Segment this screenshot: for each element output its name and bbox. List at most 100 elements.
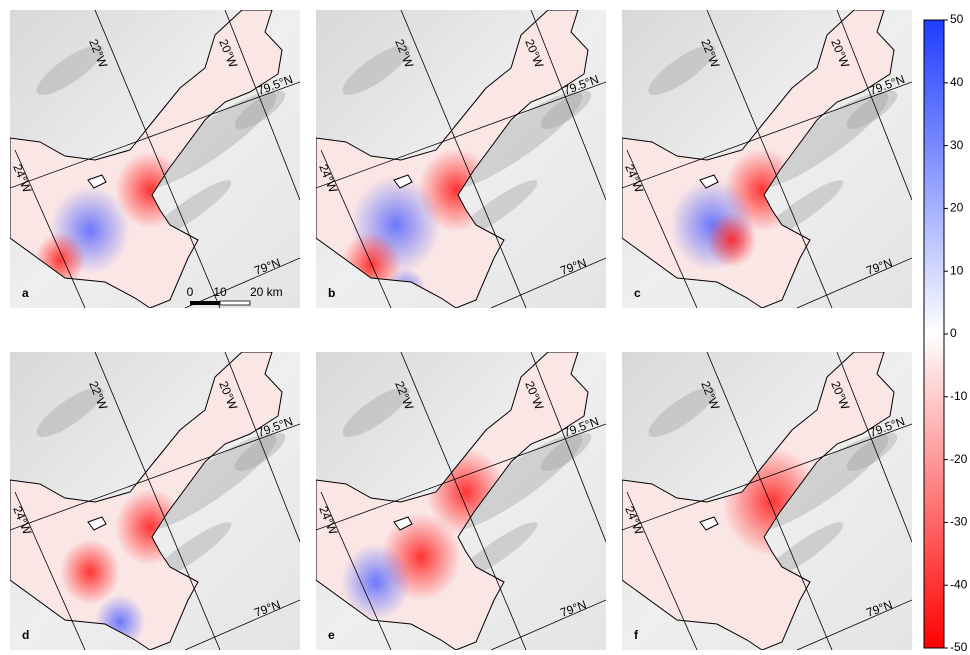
- graticule-line: [622, 423, 912, 531]
- graticule-line: [10, 423, 300, 531]
- colorbar-tick-label: 0: [950, 326, 957, 340]
- terrain-shade: [846, 432, 898, 472]
- terrain-shade: [449, 91, 583, 189]
- terrain-shade: [540, 90, 592, 130]
- anomalies: [60, 488, 185, 650]
- graticule-line: [14, 491, 86, 650]
- graticule-line: [94, 10, 221, 308]
- glacier-outline: [316, 352, 589, 650]
- map-panel: 22°W 20°W24°W79.5°N79°Nc: [622, 10, 912, 308]
- map-panel: 22°W 20°W24°W79.5°N79°Nd: [10, 352, 300, 650]
- graticule-line: [94, 352, 221, 650]
- colorbar-tick-label: -30: [950, 515, 968, 529]
- terrain-shade: [755, 433, 889, 531]
- map-content: 22°W 20°W24°W79.5°N79°N: [316, 10, 606, 308]
- graticule-line: [184, 599, 300, 650]
- panel-label: d: [22, 628, 29, 642]
- terrain-shade: [540, 432, 592, 472]
- graticule-line: [320, 491, 392, 650]
- terrain-shade: [36, 45, 104, 95]
- graticule-line: [184, 257, 300, 308]
- terrain-shade: [143, 91, 277, 189]
- scale-label: 0: [187, 285, 194, 299]
- graticule-line: [530, 352, 606, 543]
- graticule-line: [836, 10, 912, 201]
- colorbar-tick-label: -20: [950, 452, 968, 466]
- terrain-shade: [342, 387, 410, 437]
- graticule-line: [10, 81, 300, 189]
- map-panel: 22°W 20°W24°W79.5°N79°Nf: [622, 352, 912, 650]
- panel-label: a: [22, 286, 29, 300]
- map-panel: 22°W 20°W24°W79.5°N79°Nb: [316, 10, 606, 308]
- terrain-shade: [143, 433, 277, 531]
- terrain-shade: [846, 90, 898, 130]
- anomaly: [60, 539, 120, 605]
- island: [699, 174, 719, 189]
- graticule-line: [530, 10, 606, 201]
- terrain-shade: [755, 91, 889, 189]
- glacier-outline: [316, 10, 589, 308]
- graticule-line: [490, 257, 606, 308]
- terrain-shade: [648, 387, 716, 437]
- colorbar-tick-label: 30: [950, 138, 964, 152]
- anomaly: [341, 543, 411, 621]
- terrain-shade: [234, 90, 286, 130]
- glacier-outline: [10, 352, 283, 650]
- colorbar-tick-label: 40: [950, 75, 964, 89]
- glacier-outline: [622, 10, 895, 308]
- scale-label: 10: [213, 285, 227, 299]
- panel-label: f: [634, 628, 639, 642]
- scale-bar-white: [219, 300, 251, 306]
- graticule-line: [316, 423, 606, 531]
- anomalies: [341, 448, 506, 621]
- map-content: 22°W 20°W24°W79.5°N79°N: [316, 352, 606, 650]
- map-content: 22°W 20°W24°W79.5°N79°N: [622, 352, 912, 650]
- terrain-shade: [234, 432, 286, 472]
- glacier-outline: [622, 352, 895, 650]
- graticule-line: [490, 599, 606, 650]
- panel-label: b: [328, 286, 335, 300]
- map-panel: 22°W 20°W24°W79.5°N79°Na 0 10 20 km: [10, 10, 300, 308]
- map-panel: 22°W 20°W24°W79.5°N79°Ne: [316, 352, 606, 650]
- terrain-shade: [648, 45, 716, 95]
- map-content: 22°W 20°W24°W79.5°N79°N: [10, 10, 300, 308]
- colorbar-tick-label: -40: [950, 577, 968, 591]
- colorbar-tick-label: -10: [950, 389, 968, 403]
- scale-label: 20 km: [250, 285, 283, 299]
- island: [87, 516, 107, 531]
- island: [393, 516, 413, 531]
- island: [393, 174, 413, 189]
- scale-bar-black: [190, 301, 220, 305]
- graticule-line: [626, 491, 698, 650]
- panel-label: e: [328, 628, 335, 642]
- graticule-line: [836, 352, 912, 543]
- panel-label: c: [634, 286, 641, 300]
- graticule-line: [224, 10, 300, 201]
- colorbar-tick-label: 10: [950, 263, 964, 277]
- graticule-line: [316, 81, 606, 189]
- graticule-line: [626, 149, 698, 308]
- graticule-line: [320, 149, 392, 308]
- colorbar: [923, 19, 945, 649]
- terrain-shade: [342, 45, 410, 95]
- graticule-line: [796, 599, 912, 650]
- graticule-line: [400, 352, 527, 650]
- graticule-line: [400, 10, 527, 308]
- graticule-line: [224, 352, 300, 543]
- graticule-line: [706, 10, 833, 308]
- graticule-line: [706, 352, 833, 650]
- colorbar-tick-label: -50: [950, 640, 968, 654]
- map-content: 22°W 20°W24°W79.5°N79°N: [622, 10, 912, 308]
- terrain-shade: [36, 387, 104, 437]
- anomaly: [707, 212, 757, 268]
- colorbar-tick-label: 20: [950, 201, 964, 215]
- graticule-line: [796, 257, 912, 308]
- map-content: 22°W 20°W24°W79.5°N79°N: [10, 352, 300, 650]
- island: [87, 174, 107, 189]
- graticule-line: [622, 81, 912, 189]
- terrain-shade: [449, 433, 583, 531]
- glacier-outline: [10, 10, 283, 308]
- colorbar-tick-label: 50: [950, 12, 964, 26]
- island: [699, 516, 719, 531]
